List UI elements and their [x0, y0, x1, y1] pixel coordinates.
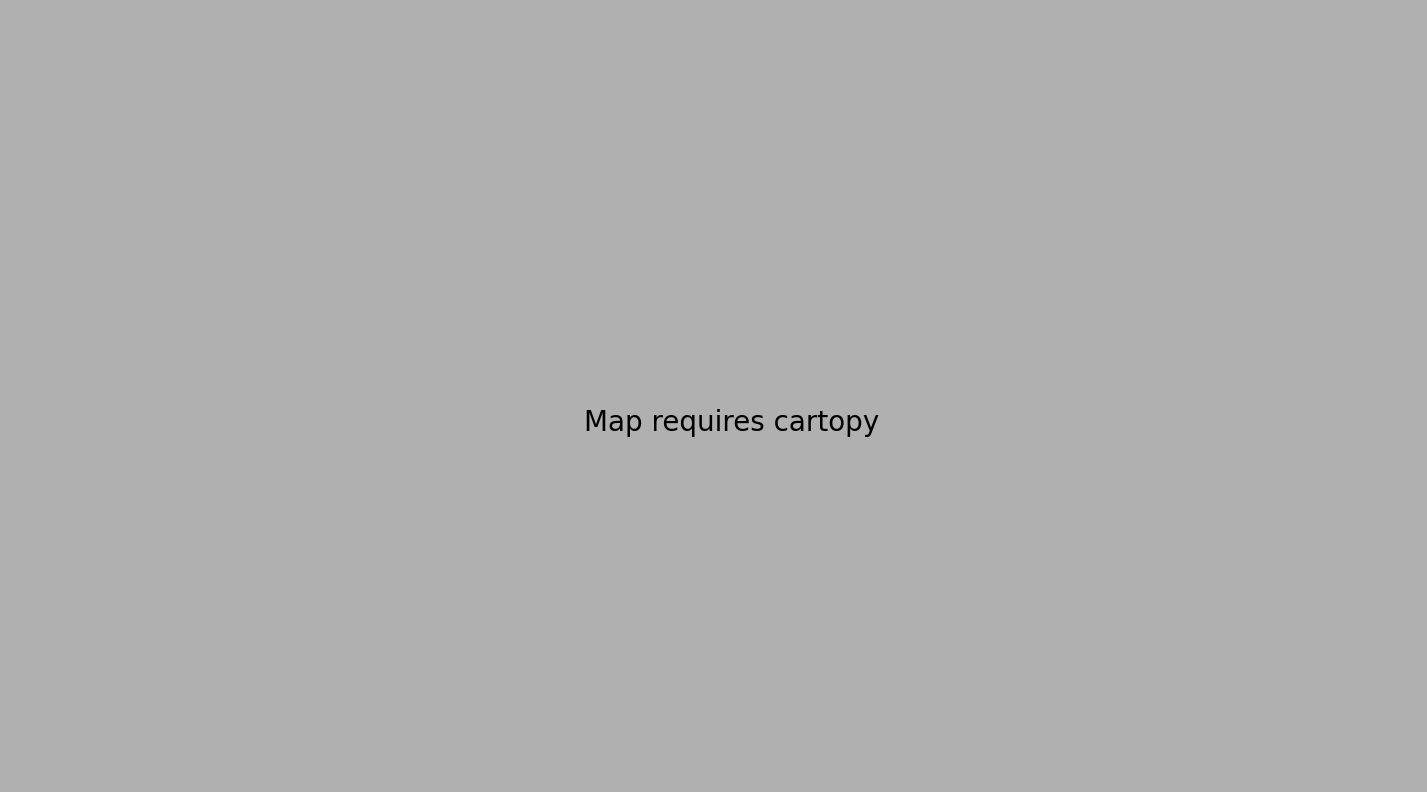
Text: Map requires cartopy: Map requires cartopy [584, 409, 879, 437]
